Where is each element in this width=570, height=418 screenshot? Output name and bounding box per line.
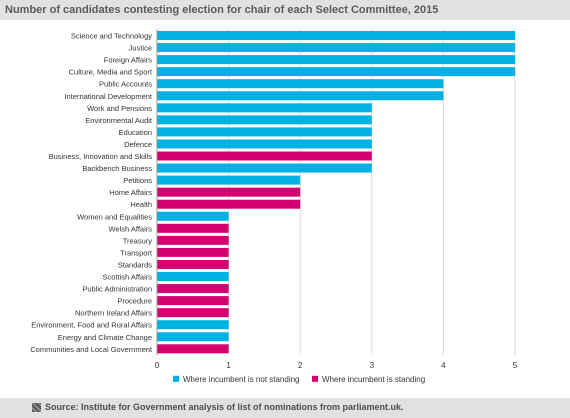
category-label: Foreign Affairs [104, 56, 152, 65]
category-label: Treasury [123, 236, 153, 245]
category-label: Backbench Business [82, 164, 152, 173]
category-label: Petitions [123, 176, 152, 185]
legend-label: Where incumbent is standing [322, 375, 425, 384]
category-label: Welsh Affairs [109, 224, 153, 233]
bar [157, 115, 372, 125]
category-label: Procedure [117, 297, 152, 306]
chart-title: Number of candidates contesting election… [5, 4, 439, 16]
source-note: Source: Institute for Government analysi… [45, 402, 404, 412]
category-label: Justice [129, 44, 152, 53]
legend-label: Where incumbent is not standing [183, 375, 300, 384]
x-tick-label: 4 [441, 361, 446, 370]
bar [157, 139, 372, 149]
category-label: International Development [64, 92, 152, 101]
bar [157, 199, 301, 209]
bar [157, 272, 229, 281]
bar [157, 55, 515, 65]
bar [157, 43, 515, 53]
category-label: Scottish Affairs [103, 273, 153, 282]
category-label: Energy and Climate Change [58, 333, 152, 342]
category-label: Work and Pensions [87, 104, 152, 113]
bar [157, 79, 444, 89]
bar [157, 259, 229, 269]
bar [157, 127, 372, 137]
category-label: Public Administration [82, 285, 152, 294]
bar [157, 247, 229, 257]
x-tick-label: 0 [155, 361, 160, 370]
category-label: Transport [120, 248, 153, 257]
source-icon [32, 403, 41, 412]
bar [157, 320, 229, 330]
category-label: Environmental Audit [85, 116, 153, 125]
bar [157, 344, 229, 354]
bar [157, 91, 444, 101]
source-bar: Source: Institute for Government analysi… [0, 398, 570, 418]
bar [157, 187, 301, 197]
category-label: Women and Equalities [77, 212, 152, 221]
bar [157, 103, 372, 113]
category-label: Communities and Local Government [30, 345, 153, 354]
category-label: Culture, Media and Sport [69, 68, 153, 77]
bar [157, 235, 229, 245]
bar [157, 31, 515, 40]
x-tick-label: 1 [226, 361, 231, 370]
legend-swatch [312, 375, 318, 382]
category-label: Northern Ireland Affairs [75, 309, 152, 318]
category-label: Home Affairs [109, 188, 152, 197]
bar [157, 175, 301, 185]
bar [157, 163, 372, 173]
category-label: Business, Innovation and Skills [49, 152, 153, 161]
bar [157, 211, 229, 221]
bar [157, 308, 229, 318]
bar [157, 151, 372, 161]
bar-chart: 0 1 2 3 4 5 Science and Technology Justice Forei… [30, 29, 518, 384]
bar [157, 284, 229, 294]
x-tick-label: 5 [513, 361, 518, 370]
category-label: Public Accounts [99, 80, 152, 89]
x-tick-label: 2 [298, 361, 303, 370]
category-label: Defence [124, 140, 152, 149]
legend-swatch [173, 375, 179, 382]
x-tick-label: 3 [370, 361, 375, 370]
category-label: Education [119, 128, 152, 137]
title-bar: Number of candidates contesting election… [0, 0, 570, 20]
bar [157, 332, 229, 342]
category-label: Science and Technology [71, 32, 152, 41]
category-label: Standards [118, 260, 152, 269]
category-label: Health [130, 200, 152, 209]
bar [157, 296, 229, 306]
category-label: Environment, Food and Rural Affairs [31, 321, 152, 330]
bar [157, 67, 515, 77]
bar [157, 223, 229, 233]
